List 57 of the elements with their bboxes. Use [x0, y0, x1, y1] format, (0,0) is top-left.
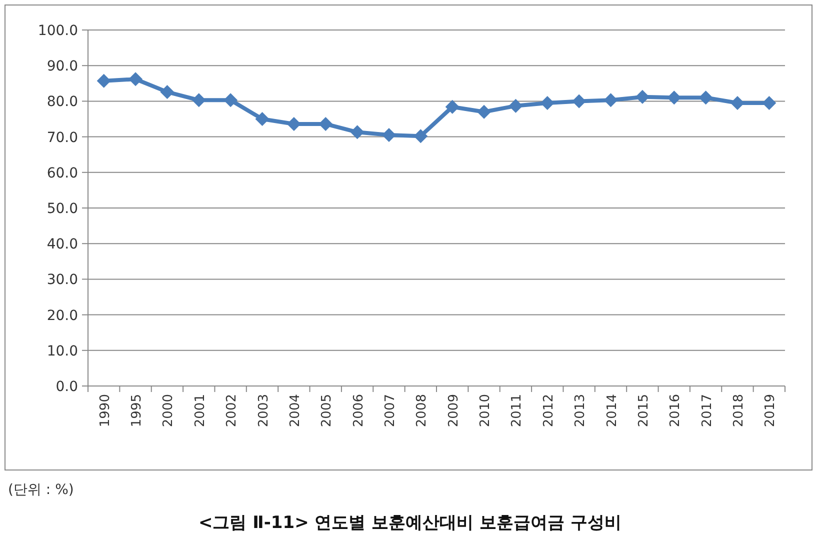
y-tick-label: 30.0	[46, 272, 78, 288]
point	[382, 128, 396, 142]
point	[414, 129, 428, 144]
x-tick-label: 2015	[636, 394, 652, 428]
x-tick-label: 2008	[414, 394, 430, 428]
y-tick-label: 80.0	[46, 94, 78, 110]
x-tick-label: 2000	[161, 394, 176, 428]
x-tick-label: 2016	[668, 394, 684, 428]
point	[698, 90, 713, 105]
x-tick-label: 2012	[541, 394, 556, 428]
point	[445, 100, 460, 114]
point	[572, 94, 586, 108]
point	[318, 116, 333, 131]
x-tick-label: 2014	[604, 394, 620, 428]
point	[128, 72, 143, 86]
y-tick-label: 70.0	[46, 130, 78, 146]
x-tick-label: 2001	[192, 394, 208, 428]
point	[192, 93, 206, 108]
x-tick-label: 2002	[224, 394, 240, 428]
point	[224, 93, 238, 108]
y-tick-label: 50.0	[46, 201, 78, 217]
x-tick-label: 2013	[573, 394, 588, 428]
point	[160, 84, 174, 99]
x-tick-label: 2006	[351, 394, 366, 428]
y-tick-label: 100.0	[38, 23, 78, 39]
y-tick-label: 0.0	[56, 379, 78, 395]
y-tick-label: 90.0	[46, 58, 78, 75]
text: <그림 Ⅱ-11> 연도별 보훈예산대비 보훈급여금 구성비	[198, 513, 622, 533]
point	[350, 125, 364, 140]
x-tick-label: 2004	[288, 394, 303, 428]
x-tick-label: 2019	[763, 394, 778, 428]
text: (단위 : %)	[8, 482, 74, 498]
point	[762, 96, 776, 110]
x-tick-label: 2017	[700, 394, 715, 428]
point	[255, 112, 270, 126]
y-tick-label: 10.0	[46, 343, 78, 360]
y-tick-label: 40.0	[46, 236, 78, 253]
y-tick-label: 60.0	[46, 165, 78, 182]
x-tick-label: 2005	[320, 394, 335, 428]
x-tick-label: 1990	[98, 394, 113, 428]
x-tick-label: 2018	[731, 394, 746, 428]
point	[286, 116, 301, 131]
x-tick-label: 2003	[256, 394, 272, 428]
point	[730, 96, 744, 110]
x-tick-label: 2009	[446, 394, 462, 428]
x-tick-label: 1995	[130, 394, 145, 428]
point	[604, 93, 618, 108]
point	[477, 104, 492, 119]
point	[96, 74, 111, 88]
point	[635, 90, 650, 104]
x-tick-label: 2007	[382, 394, 398, 428]
point	[508, 98, 523, 113]
x-tick-label: 2010	[478, 394, 494, 428]
point	[667, 90, 682, 105]
x-tick-label: 2011	[510, 394, 525, 428]
point	[540, 96, 554, 110]
y-tick-label: 20.0	[46, 308, 78, 324]
